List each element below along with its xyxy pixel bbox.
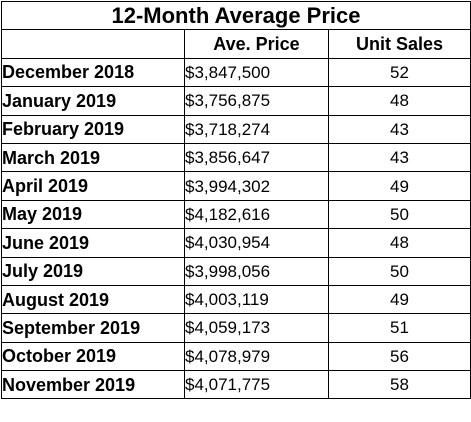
sales-cell: 48: [327, 228, 471, 258]
price-cell: $4,078,979: [184, 341, 329, 372]
price-cell: $3,998,056: [184, 256, 329, 286]
price-cell: $4,071,775: [184, 370, 329, 400]
month-cell: September 2019: [1, 313, 185, 343]
header-row: Ave. Price Unit Sales: [1, 29, 471, 59]
month-cell: July 2019: [1, 256, 185, 286]
price-cell: $3,756,875: [184, 86, 329, 116]
table-row: November 2019 $4,071,775 58: [1, 370, 471, 400]
header-unit-sales: Unit Sales: [327, 29, 471, 59]
table-row: April 2019 $3,994,302 49: [1, 171, 471, 201]
month-cell: November 2019: [1, 370, 185, 400]
table-row: March 2019 $3,856,647 43: [1, 142, 471, 173]
month-cell: January 2019: [1, 86, 185, 116]
table-body: 12-Month Average Price Ave. Price Unit S…: [0, 0, 471, 400]
sales-cell: 50: [327, 256, 471, 286]
average-price-table: 12-Month Average Price Ave. Price Unit S…: [0, 0, 471, 400]
sales-cell: 49: [327, 171, 471, 201]
price-cell: $4,182,616: [184, 199, 329, 230]
table-row: May 2019 $4,182,616 50: [1, 199, 471, 230]
header-month: [1, 29, 185, 59]
table-row: July 2019 $3,998,056 50: [1, 256, 471, 286]
price-cell: $3,847,500: [184, 57, 329, 88]
table-row: August 2019 $4,003,119 49: [1, 284, 471, 315]
header-ave-price: Ave. Price: [184, 29, 329, 59]
month-cell: October 2019: [1, 341, 185, 372]
table-row: June 2019 $4,030,954 48: [1, 228, 471, 258]
price-cell: $4,003,119: [184, 284, 329, 315]
sales-cell: 50: [327, 199, 471, 230]
title-row: 12-Month Average Price: [0, 0, 471, 31]
table-row: October 2019 $4,078,979 56: [1, 341, 471, 372]
sales-cell: 49: [327, 284, 471, 315]
table-row: January 2019 $3,756,875 48: [1, 86, 471, 116]
month-cell: May 2019: [1, 199, 185, 230]
price-cell: $3,994,302: [184, 171, 329, 201]
table-row: February 2019 $3,718,274 43: [1, 114, 471, 144]
sales-cell: 51: [327, 313, 471, 343]
sales-cell: 58: [327, 370, 471, 400]
month-cell: June 2019: [1, 228, 185, 258]
table-row: December 2018 $3,847,500 52: [1, 57, 471, 88]
month-cell: March 2019: [1, 142, 185, 173]
price-cell: $4,030,954: [184, 228, 329, 258]
month-cell: February 2019: [1, 114, 185, 144]
price-cell: $3,856,647: [184, 142, 329, 173]
sales-cell: 43: [327, 142, 471, 173]
table-title: 12-Month Average Price: [0, 0, 471, 31]
month-cell: April 2019: [1, 171, 185, 201]
price-cell: $3,718,274: [184, 114, 329, 144]
table-row: September 2019 $4,059,173 51: [1, 313, 471, 343]
sales-cell: 56: [327, 341, 471, 372]
sales-cell: 48: [327, 86, 471, 116]
sales-cell: 52: [327, 57, 471, 88]
month-cell: August 2019: [1, 284, 185, 315]
sales-cell: 43: [327, 114, 471, 144]
month-cell: December 2018: [1, 57, 185, 88]
price-cell: $4,059,173: [184, 313, 329, 343]
